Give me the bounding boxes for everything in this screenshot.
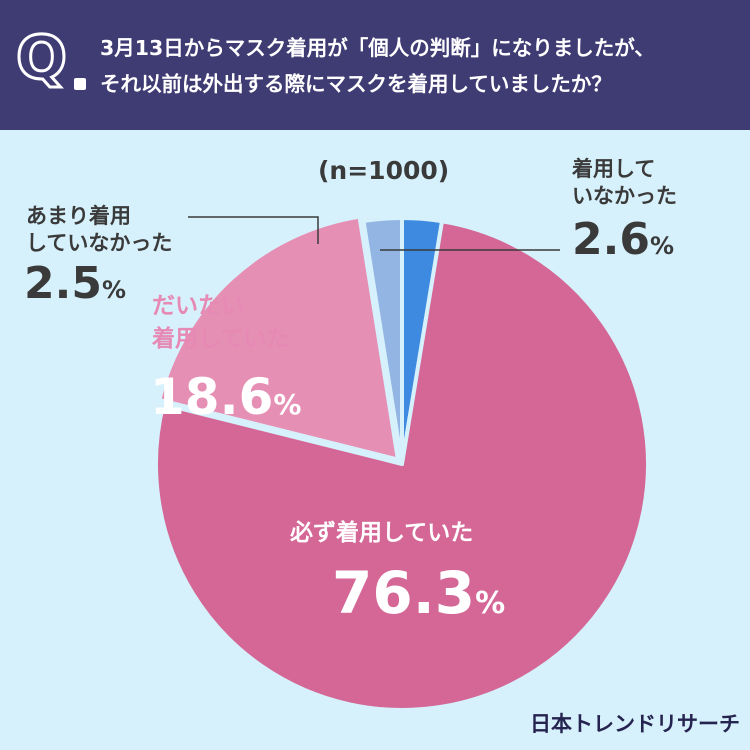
question-line-1: 3月13日からマスク着用が「個人の判断」になりましたが、	[100, 36, 655, 60]
slice-label-rarely: あまり着用 していなかった	[26, 203, 172, 257]
slice-value-always: 76.3%	[332, 564, 505, 622]
slice-value-rarely-number: 2.5	[24, 258, 102, 309]
slice-value-mostly-number: 18.6	[150, 368, 274, 426]
slice-value-rarely-unit: %	[101, 276, 126, 304]
slice-value-never-unit: %	[649, 232, 674, 260]
slice-label-never-line-2: いなかった	[572, 184, 677, 208]
slice-mostly	[157, 214, 400, 462]
slice-label-mostly-line-1: だいたい	[152, 293, 244, 319]
pie-chart	[154, 214, 650, 712]
slice-value-mostly-unit: %	[273, 388, 302, 421]
slice-label-rarely-line-2: していなかった	[26, 231, 173, 255]
slice-rarely	[361, 216, 404, 466]
brand-logo-text: 日本トレンドリサーチ	[530, 712, 740, 736]
slice-label-mostly: だいたい 着用していた	[152, 290, 289, 356]
question-text: 3月13日からマスク着用が「個人の判断」になりましたが、 それ以前は外出する際に…	[100, 30, 740, 102]
slice-label-always: 必ず着用していた	[290, 520, 473, 547]
slice-value-rarely: 2.5%	[24, 262, 126, 306]
q-dot	[74, 78, 86, 90]
slice-label-never: 着用して いなかった	[572, 156, 677, 210]
slice-label-never-line-1: 着用して	[572, 157, 656, 181]
sample-size-label: (n=1000)	[318, 156, 450, 185]
slice-label-mostly-line-2: 着用していた	[152, 326, 290, 352]
question-line-2: それ以前は外出する際にマスクを着用していましたか？	[100, 72, 612, 96]
slice-value-mostly: 18.6%	[150, 372, 301, 422]
q-mark: Q	[14, 23, 68, 93]
slice-value-always-unit: %	[475, 586, 506, 621]
slice-value-always-number: 76.3	[332, 559, 476, 627]
slice-label-always-line-1: 必ず着用していた	[290, 520, 474, 546]
question-header: Q 3月13日からマスク着用が「個人の判断」になりましたが、 それ以前は外出する…	[0, 0, 750, 130]
slice-value-never: 2.6%	[572, 218, 674, 262]
slice-value-never-number: 2.6	[572, 214, 650, 265]
leader-line-rarely	[188, 216, 319, 244]
slice-label-rarely-line-1: あまり着用	[26, 204, 131, 228]
